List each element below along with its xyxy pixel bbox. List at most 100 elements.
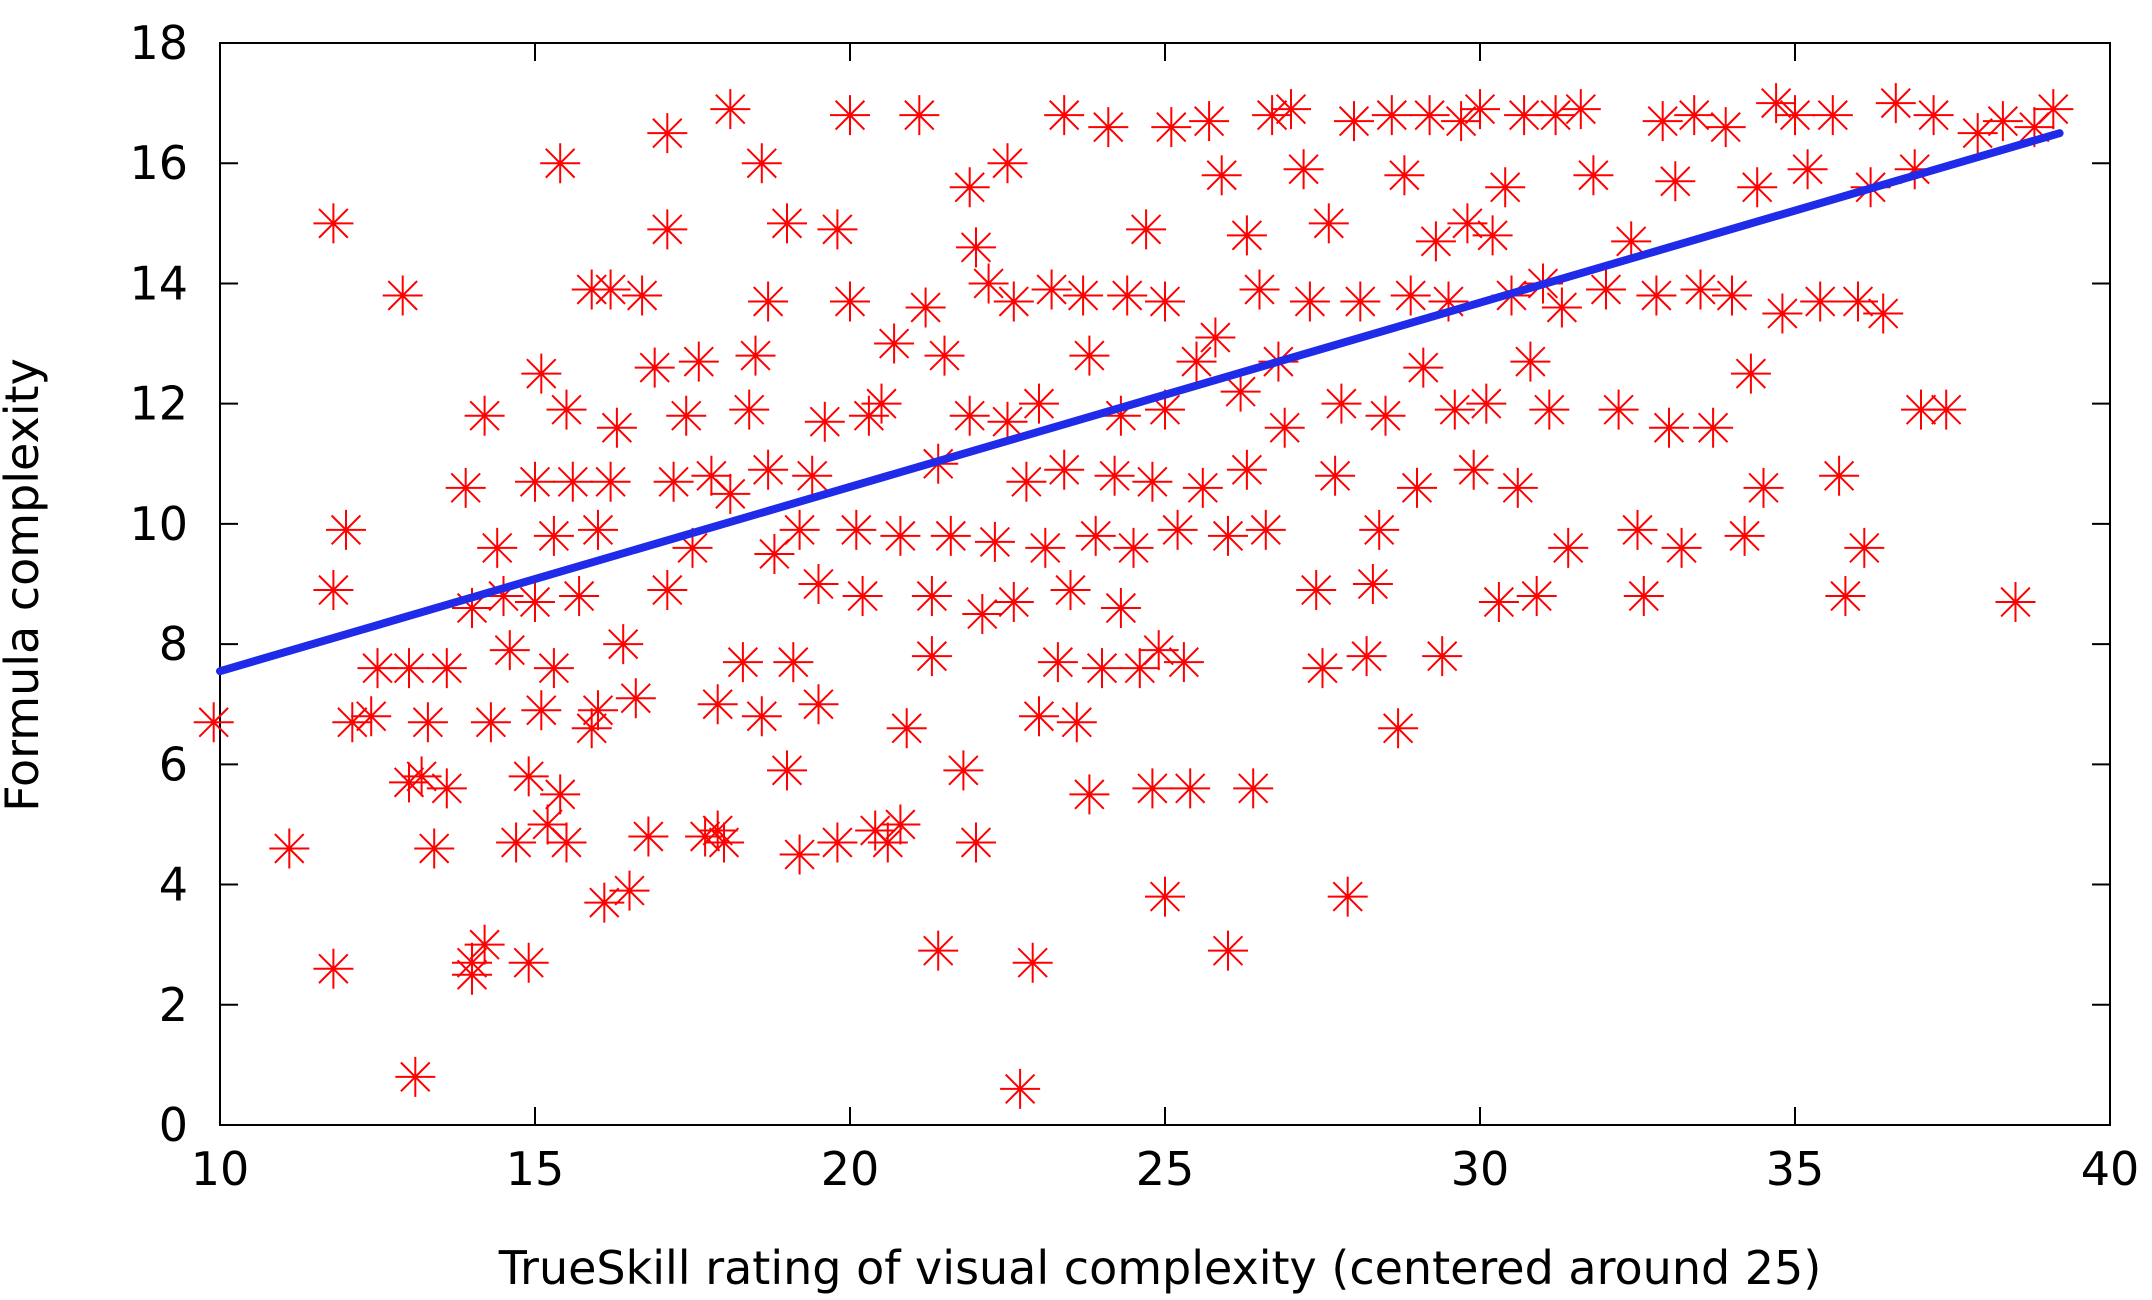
data-point <box>1088 107 1129 148</box>
data-point <box>1157 509 1198 550</box>
data-point <box>1100 395 1141 436</box>
data-point <box>1875 83 1916 124</box>
data-point <box>1145 876 1185 917</box>
data-point <box>1082 648 1122 689</box>
data-point <box>1497 467 1538 508</box>
data-point <box>2014 107 2055 148</box>
data-point <box>483 576 524 617</box>
data-point <box>1390 275 1431 316</box>
data-point <box>987 143 1028 184</box>
data-point <box>590 269 631 310</box>
data-point <box>1233 768 1274 809</box>
data-point <box>924 335 965 376</box>
data-point <box>1226 215 1267 256</box>
data-point <box>1863 293 1904 334</box>
data-point <box>1800 281 1841 322</box>
data-point <box>1844 527 1885 568</box>
data-point <box>1466 383 1507 424</box>
data-point <box>1107 275 1148 316</box>
data-point <box>1296 570 1337 611</box>
data-point <box>1145 281 1185 322</box>
x-tick-label: 30 <box>1451 1142 1510 1196</box>
data-point <box>1510 341 1551 382</box>
data-point <box>1901 389 1941 430</box>
data-point <box>748 449 789 490</box>
data-point <box>540 143 581 184</box>
data-point <box>1151 107 1192 148</box>
data-point <box>496 822 537 863</box>
data-point <box>332 702 373 743</box>
data-point <box>395 1056 436 1097</box>
data-point <box>1019 696 1059 737</box>
data-point <box>1516 576 1557 617</box>
data-point <box>389 762 429 803</box>
data-point <box>426 648 467 689</box>
data-point <box>993 582 1034 623</box>
data-point <box>930 515 971 556</box>
data-point <box>1441 101 1482 142</box>
data-point <box>1825 576 1866 617</box>
data-point <box>949 167 990 208</box>
data-point <box>445 467 486 508</box>
data-point <box>710 473 751 514</box>
data-point <box>817 822 858 863</box>
data-point <box>817 209 858 250</box>
x-tick-label: 25 <box>1136 1142 1195 1196</box>
axes-group: 10 15 20 25 30 35 40 0 2 4 6 8 10 12 14 16 18 <box>129 16 2139 1196</box>
data-point <box>1756 83 1797 124</box>
data-point <box>1403 347 1444 388</box>
data-point <box>1529 389 1570 430</box>
data-point <box>729 389 770 430</box>
data-point <box>452 588 492 629</box>
data-point <box>956 227 996 268</box>
data-point <box>886 708 927 749</box>
data-point <box>351 696 392 737</box>
x-tick-label: 10 <box>191 1142 250 1196</box>
data-point <box>515 461 555 502</box>
data-point <box>754 533 795 574</box>
data-point <box>1359 509 1400 550</box>
data-point <box>1838 281 1878 322</box>
data-point <box>508 942 549 983</box>
data-point <box>1132 461 1173 502</box>
x-tick-label: 20 <box>821 1142 880 1196</box>
data-point <box>1163 642 1204 683</box>
data-point <box>1371 95 1412 136</box>
data-point <box>1334 101 1374 142</box>
data-point <box>830 95 870 136</box>
data-point <box>477 527 518 568</box>
data-point <box>911 636 952 677</box>
data-point <box>1447 203 1488 244</box>
data-point <box>647 209 688 250</box>
data-point <box>628 816 669 857</box>
data-point <box>741 143 782 184</box>
data-point <box>1264 407 1305 448</box>
data-point <box>704 822 744 863</box>
data-point <box>426 768 467 809</box>
data-point <box>521 353 562 394</box>
data-point <box>779 834 820 875</box>
data-point <box>1000 1068 1041 1109</box>
data-point <box>1019 383 1059 424</box>
y-tick-label: 18 <box>129 16 188 70</box>
data-point <box>401 756 442 797</box>
data-point <box>911 576 952 617</box>
data-point <box>1075 515 1116 556</box>
data-point <box>842 576 883 617</box>
data-point <box>722 642 763 683</box>
data-point <box>647 570 688 611</box>
data-point <box>527 804 568 845</box>
data-point <box>943 750 984 791</box>
data-point <box>949 395 990 436</box>
data-point <box>521 690 562 731</box>
data-point <box>1050 570 1091 611</box>
y-axis-label: Formula complexity <box>0 358 49 812</box>
data-point <box>710 89 751 130</box>
data-point <box>1598 389 1639 430</box>
data-point <box>1787 149 1828 190</box>
data-point <box>540 774 581 815</box>
data-point <box>798 684 839 725</box>
data-point <box>1434 389 1475 430</box>
data-point <box>1069 774 1110 815</box>
